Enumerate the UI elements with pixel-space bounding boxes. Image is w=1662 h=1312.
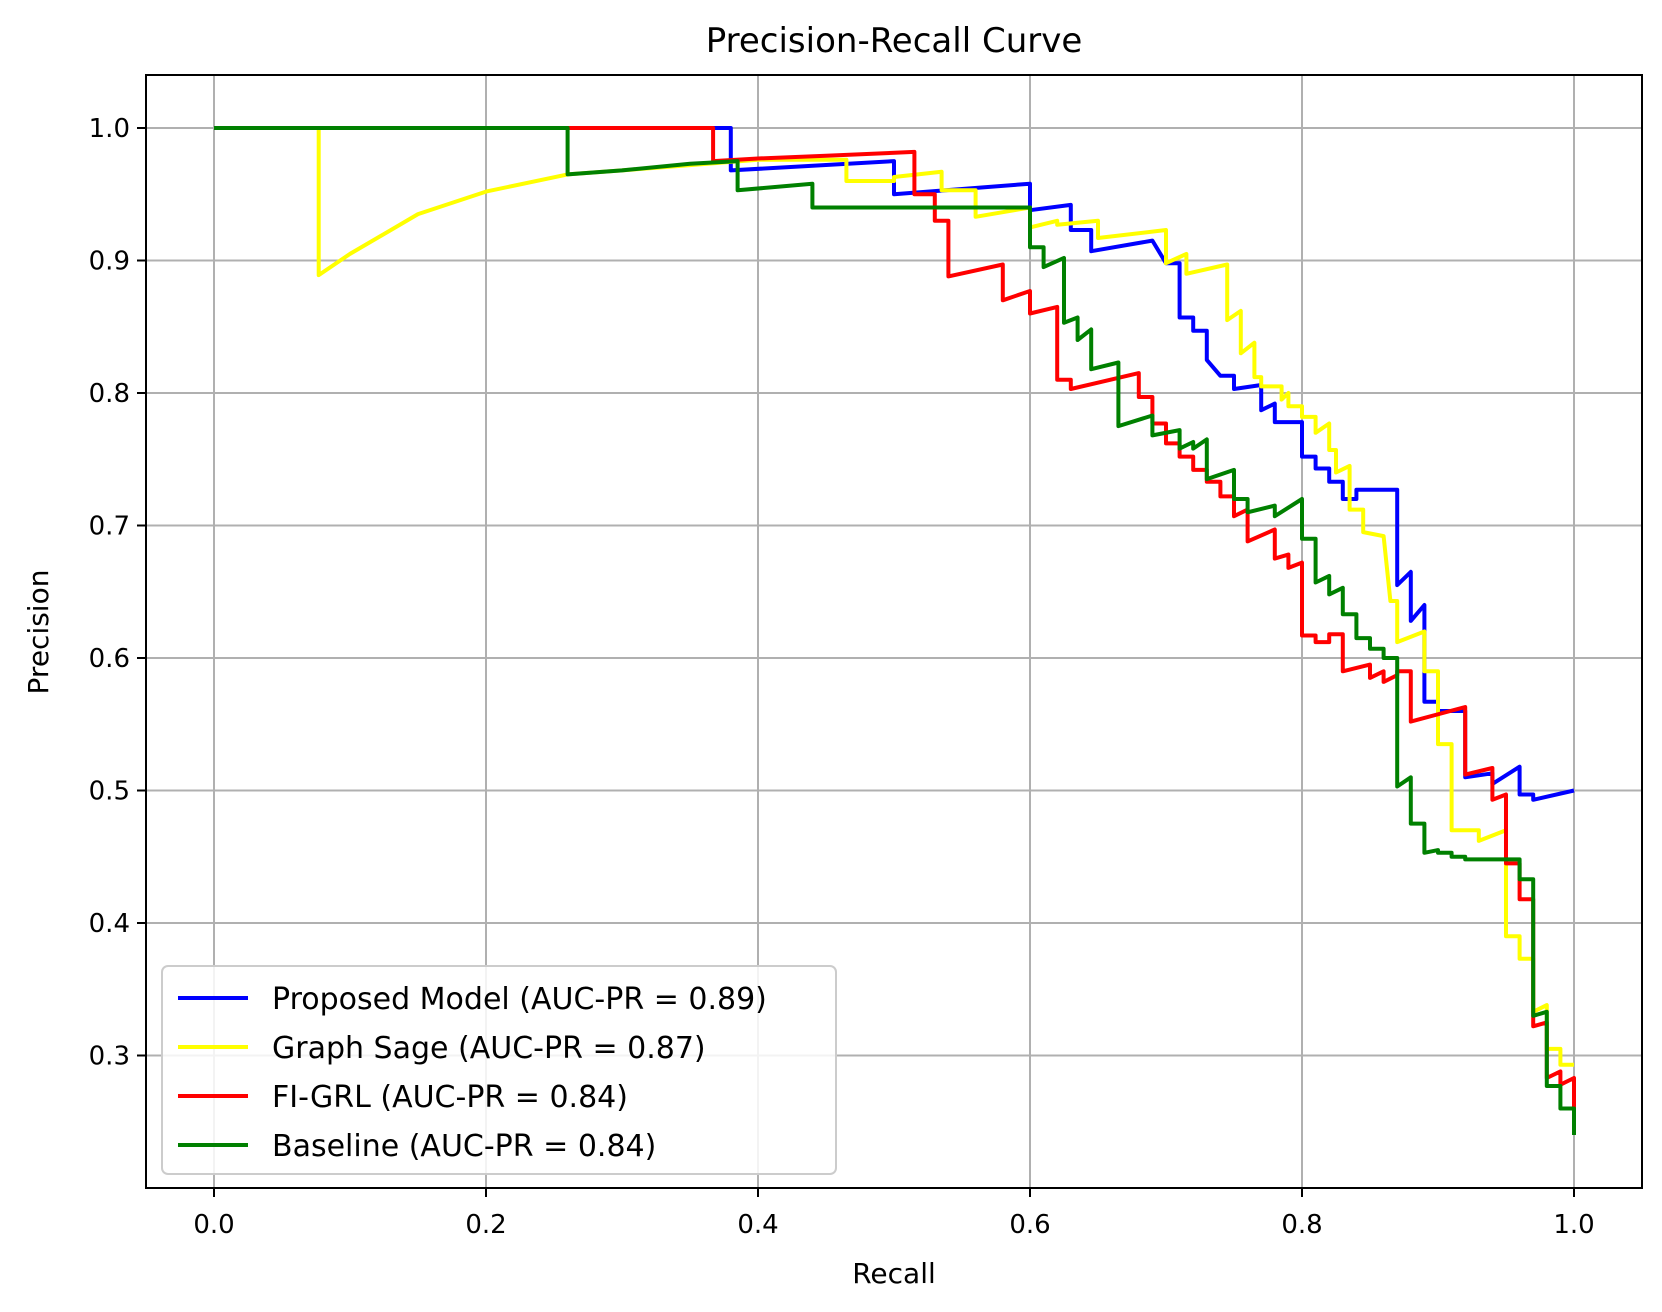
chart-title: Precision-Recall Curve: [706, 21, 1083, 61]
legend: Proposed Model (AUC-PR = 0.89) Graph Sage…: [161, 965, 837, 1175]
y-tick-label: 0.5: [89, 777, 130, 807]
y-axis-label: Precision: [22, 570, 55, 695]
legend-label-3: Baseline (AUC-PR = 0.84): [272, 1129, 656, 1164]
y-tick-label: 0.8: [89, 379, 130, 409]
legend-label-2: FI-GRL (AUC-PR = 0.84): [272, 1080, 628, 1115]
y-tick-label: 0.9: [89, 247, 130, 277]
x-tick-label: 0.4: [737, 1210, 778, 1240]
x-axis-ticks: 0.0 0.2 0.4 0.6 0.8 1.0: [193, 1188, 1595, 1240]
x-axis-label: Recall: [852, 1257, 936, 1290]
series-line-1: [214, 126, 1574, 1067]
x-tick-label: 0.0: [193, 1210, 234, 1240]
legend-box: [161, 965, 837, 1175]
plot-frame: [145, 74, 1643, 1189]
legend-label-0: Proposed Model (AUC-PR = 0.89): [272, 982, 767, 1017]
y-tick-label: 0.7: [89, 512, 130, 542]
series-line-2: [567, 126, 1576, 1109]
x-tick-label: 0.8: [1281, 1210, 1322, 1240]
series-line-3: [214, 126, 1576, 1135]
y-tick-label: 1.0: [89, 114, 130, 144]
legend-label-1: Graph Sage (AUC-PR = 0.87): [272, 1031, 706, 1066]
y-axis-ticks: 0.3 0.4 0.5 0.6 0.7 0.8 0.9 1.0: [89, 114, 146, 1072]
series-lines: [214, 126, 1576, 1135]
x-tick-label: 0.6: [1009, 1210, 1050, 1240]
y-tick-label: 0.3: [89, 1042, 130, 1072]
y-tick-label: 0.4: [89, 909, 130, 939]
x-tick-label: 0.2: [465, 1210, 506, 1240]
y-tick-label: 0.6: [89, 644, 130, 674]
x-tick-label: 1.0: [1553, 1210, 1594, 1240]
series-line-0: [214, 126, 1575, 802]
